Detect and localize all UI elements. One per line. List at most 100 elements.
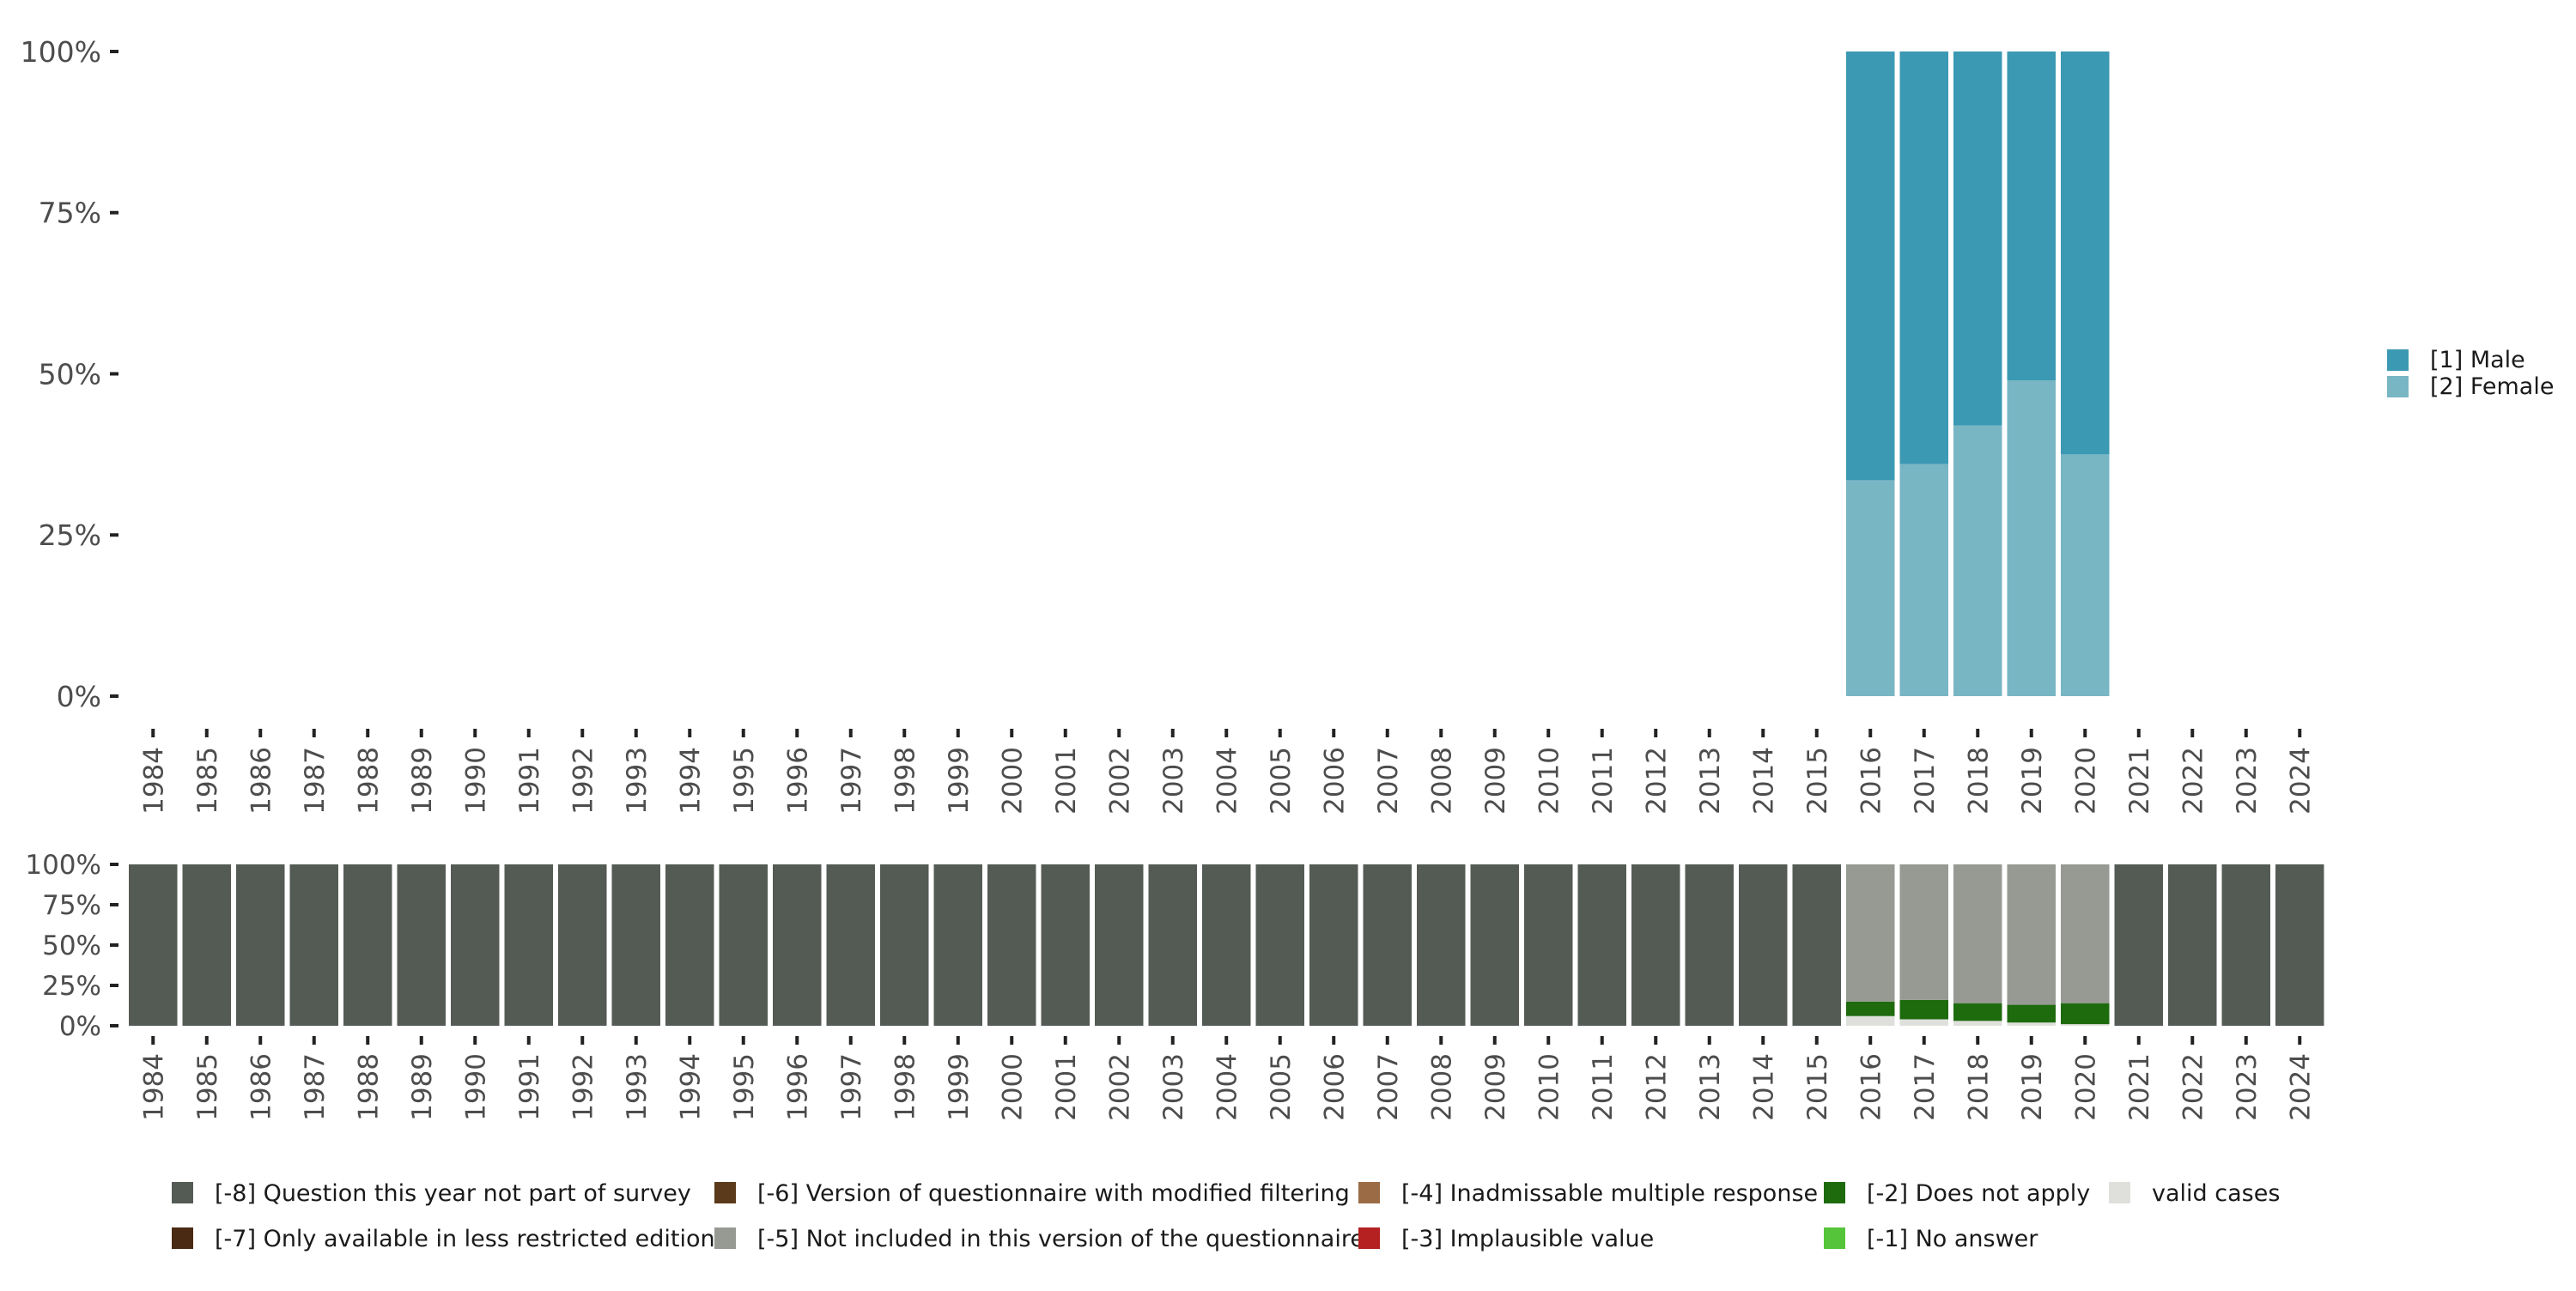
bottom-x-tick-label: 1996 [782, 1053, 813, 1121]
bottom-bar-2009--8-question-this-year-not-part-of-survey [1470, 864, 1519, 1026]
bottom-bar-2000--8-question-this-year-not-part-of-survey [987, 864, 1036, 1026]
bottom-x-tick-label: 2017 [1910, 1053, 1941, 1121]
bottom-bar-1996--8-question-this-year-not-part-of-survey [773, 864, 822, 1026]
top-legend-label: [1] Male [2430, 347, 2525, 373]
bottom-x-tick-label: 2005 [1266, 1053, 1297, 1121]
bottom-bar-1990--8-question-this-year-not-part-of-survey [451, 864, 500, 1026]
bottom-bar-2012--8-question-this-year-not-part-of-survey [1631, 864, 1680, 1026]
bottom-x-tick-label: 2006 [1319, 1053, 1350, 1121]
top-x-tick-label: 2011 [1588, 747, 1619, 815]
top-bar-2016--2-female [1846, 480, 1895, 696]
bottom-bar-1999--8-question-this-year-not-part-of-survey [933, 864, 982, 1026]
bottom-legend-swatch [1824, 1182, 1845, 1203]
bottom-legend-swatch [1358, 1227, 1380, 1249]
bottom-bar-2006--8-question-this-year-not-part-of-survey [1309, 864, 1358, 1026]
top-y-tick-label: 50% [39, 357, 101, 391]
bottom-x-tick-label: 1990 [460, 1053, 491, 1121]
bottom-legend-label: [-2] Does not apply [1867, 1180, 2090, 1207]
bottom-y-tick-label: 100% [25, 850, 101, 881]
bottom-legend-label: [-8] Question this year not part of surv… [215, 1180, 691, 1207]
top-y-tick-label: 75% [39, 197, 101, 230]
bottom-x-tick-label: 1992 [568, 1053, 598, 1121]
bottom-legend-label: [-1] No answer [1867, 1226, 2038, 1252]
bottom-bar-2017-valid-cases [1899, 1019, 1948, 1026]
bottom-x-tick-label: 2019 [2017, 1053, 2048, 1121]
bottom-x-tick-label: 2004 [1212, 1053, 1242, 1121]
bottom-y-tick-label: 50% [42, 930, 101, 961]
bottom-y-tick-label: 0% [59, 1011, 101, 1042]
top-x-tick-label: 1995 [729, 747, 760, 815]
bottom-bar-1993--8-question-this-year-not-part-of-survey [611, 864, 660, 1026]
top-bar-2018--2-female [1953, 425, 2002, 696]
top-x-tick-label: 1989 [407, 747, 438, 815]
bottom-x-tick-label: 1986 [246, 1053, 276, 1121]
bottom-x-tick-label: 2003 [1158, 1053, 1189, 1121]
top-x-tick-label: 1997 [836, 747, 867, 815]
top-x-tick-label: 2005 [1266, 747, 1297, 815]
top-bar-2019--1-male [2007, 52, 2056, 381]
bottom-x-tick-label: 2021 [2124, 1053, 2155, 1121]
top-x-tick-label: 2007 [1373, 747, 1404, 815]
top-x-tick-label: 1998 [890, 747, 920, 815]
top-x-tick-label: 1993 [622, 747, 653, 815]
bottom-bar-2018--5-not-included-in-this-version-of-the-questionnaire [1953, 864, 2002, 1003]
bottom-x-tick-label: 2013 [1695, 1053, 1726, 1121]
bottom-x-tick-label: 1995 [729, 1053, 760, 1121]
top-x-tick-label: 2018 [1963, 747, 1994, 815]
bottom-bar-2016--5-not-included-in-this-version-of-the-questionnaire [1846, 864, 1895, 1002]
bottom-x-tick-label: 2024 [2285, 1053, 2316, 1121]
bottom-x-tick-label: 2000 [997, 1053, 1028, 1121]
bottom-x-tick-label: 1989 [407, 1053, 438, 1121]
bottom-x-tick-label: 2009 [1480, 1053, 1511, 1121]
bottom-bar-2017--2-does-not-apply [1899, 999, 1948, 1020]
top-x-tick-label: 2024 [2285, 747, 2316, 815]
bottom-x-tick-label: 1987 [300, 1053, 331, 1121]
top-x-tick-label: 2020 [2070, 747, 2101, 815]
bottom-bar-1994--8-question-this-year-not-part-of-survey [665, 864, 714, 1026]
bottom-legend-label: [-7] Only available in less restricted e… [215, 1226, 715, 1252]
bottom-legend-swatch [172, 1227, 193, 1249]
bottom-bar-2023--8-question-this-year-not-part-of-survey [2221, 864, 2270, 1026]
bottom-bar-2022--8-question-this-year-not-part-of-survey [2168, 864, 2217, 1026]
top-x-tick-label: 2012 [1641, 747, 1672, 815]
bottom-bar-2015--8-question-this-year-not-part-of-survey [1792, 864, 1841, 1026]
bottom-bar-2020--2-does-not-apply [2061, 1003, 2110, 1025]
top-x-tick-label: 2003 [1158, 747, 1189, 815]
bottom-bar-2001--8-question-this-year-not-part-of-survey [1041, 864, 1090, 1026]
bottom-bar-2020-valid-cases [2061, 1024, 2110, 1026]
bottom-x-tick-label: 1997 [836, 1053, 867, 1121]
top-bar-2017--2-female [1899, 464, 1948, 696]
top-x-tick-label: 1992 [568, 747, 598, 815]
bottom-bar-2004--8-question-this-year-not-part-of-survey [1202, 864, 1251, 1026]
bottom-x-tick-label: 2001 [1051, 1053, 1082, 1121]
bottom-legend-label: valid cases [2152, 1180, 2280, 1207]
top-bar-2018--1-male [1953, 52, 2002, 426]
top-x-tick-label: 2001 [1051, 747, 1082, 815]
top-x-tick-label: 1986 [246, 747, 276, 815]
top-x-tick-label: 1984 [138, 747, 169, 815]
top-x-tick-label: 1987 [300, 747, 331, 815]
top-x-tick-label: 2006 [1319, 747, 1350, 815]
top-y-tick-label: 25% [39, 518, 101, 552]
bottom-x-tick-label: 1985 [192, 1053, 223, 1121]
bottom-x-tick-label: 2010 [1534, 1053, 1564, 1121]
top-x-tick-label: 1990 [460, 747, 491, 815]
bottom-bar-1998--8-question-this-year-not-part-of-survey [880, 864, 929, 1026]
bottom-legend-swatch [1358, 1182, 1380, 1203]
bottom-bar-2002--8-question-this-year-not-part-of-survey [1095, 864, 1144, 1026]
bottom-bar-2007--8-question-this-year-not-part-of-survey [1363, 864, 1412, 1026]
top-x-tick-label: 2010 [1534, 747, 1564, 815]
bottom-x-tick-label: 2014 [1748, 1053, 1779, 1121]
top-x-tick-label: 1994 [675, 747, 706, 815]
bottom-x-tick-label: 2002 [1104, 1053, 1135, 1121]
bottom-legend-swatch [172, 1182, 193, 1203]
bottom-y-tick-label: 75% [42, 890, 101, 921]
bottom-bar-2005--8-question-this-year-not-part-of-survey [1255, 864, 1304, 1026]
bottom-legend-label: [-5] Not included in this version of the… [757, 1226, 1364, 1252]
bottom-x-tick-label: 1999 [944, 1053, 975, 1121]
bottom-x-tick-label: 1993 [622, 1053, 653, 1121]
top-x-tick-label: 2021 [2124, 747, 2155, 815]
bottom-x-tick-label: 1998 [890, 1053, 920, 1121]
